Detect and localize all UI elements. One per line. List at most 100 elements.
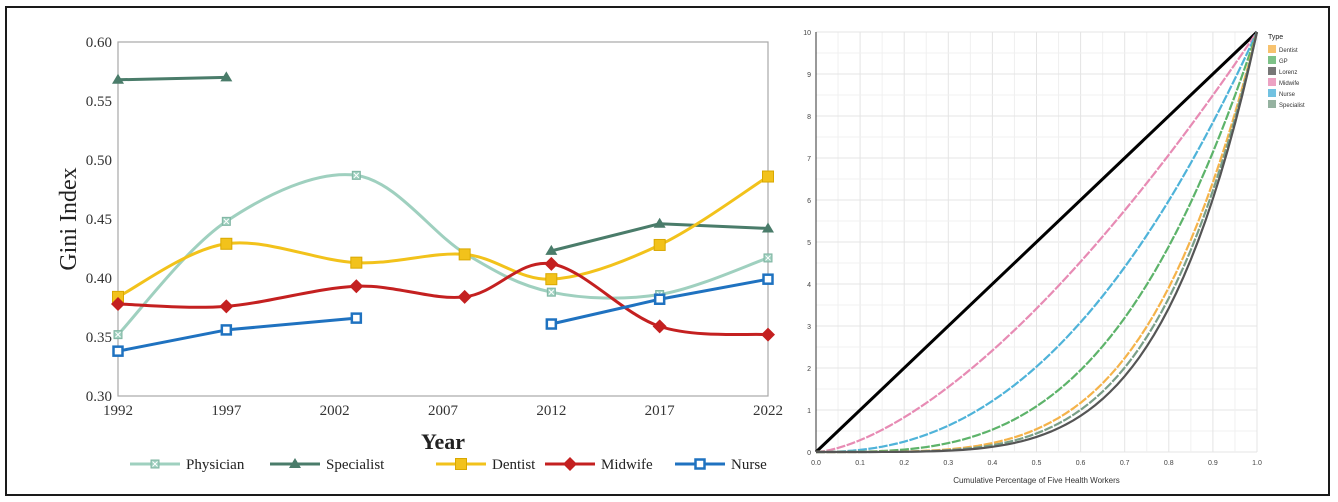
legend-label: Specialist [326, 457, 385, 473]
data-point-physician-cross [223, 218, 230, 225]
y-tick-label: 0.30 [86, 389, 112, 405]
legend-item-nurse: Nurse [675, 457, 767, 473]
legend-title: Type [1268, 34, 1283, 41]
legend-swatch [1268, 45, 1276, 53]
data-point-midwife [349, 279, 364, 294]
data-point-midwife [219, 299, 234, 314]
y-tick-label: 5 [807, 240, 811, 247]
legend-label: GP [1279, 59, 1288, 65]
data-point-nurse [112, 345, 124, 357]
x-tick-label: 2022 [753, 403, 783, 419]
x-tick-label: 1997 [211, 403, 242, 419]
y-tick-label: 0.35 [86, 330, 112, 346]
legend-item-lorenz: Lorenz [1268, 67, 1297, 76]
data-point-physician-cross [353, 172, 360, 179]
legend-marker-cross [152, 461, 158, 467]
data-point-nurse [545, 318, 558, 330]
y-tick-label: 0.50 [86, 153, 112, 169]
legend-item-specialist: Specialist [1268, 100, 1305, 109]
series-dentist [112, 170, 774, 303]
legend-item-midwife: Midwife [1268, 78, 1300, 87]
x-tick-label: 2017 [645, 403, 676, 419]
legend-item-nurse: Nurse [1268, 89, 1296, 98]
x-tick-label: 0.3 [943, 460, 953, 467]
legend-label: Lorenz [1279, 70, 1297, 76]
data-point-nurse [350, 312, 363, 324]
x-axis-title: Year [421, 429, 465, 454]
data-point-midwife [544, 256, 559, 271]
data-point-specialist [653, 217, 666, 228]
data-point-midwife [652, 319, 667, 334]
data-point-nurse [653, 293, 666, 305]
x-tick-label: 0.7 [1120, 460, 1130, 467]
series-line-specialist [117, 75, 227, 82]
series-midwife [111, 256, 775, 342]
data-point-dentist [458, 248, 471, 261]
y-tick-label: 4 [807, 282, 811, 289]
y-tick-label: 6 [807, 198, 811, 205]
x-tick-label: 2002 [320, 403, 350, 419]
y-tick-label: 0.45 [86, 212, 112, 228]
legend-marker [563, 457, 577, 471]
legend-swatch [1268, 67, 1276, 75]
data-point-nurse [220, 324, 233, 336]
legend-swatch [1268, 100, 1276, 108]
lorenz-curve-midwife [815, 31, 1258, 454]
data-point-dentist [220, 237, 233, 250]
data-point-specialist [762, 222, 774, 233]
y-tick-label: 9 [807, 72, 811, 79]
data-point-dentist [653, 238, 666, 251]
data-point-dentist [545, 273, 558, 286]
x-tick-label: 1.0 [1252, 460, 1262, 467]
equality-line [814, 30, 1259, 454]
y-tick-label: 7 [807, 156, 811, 163]
x-tick-label: 2007 [428, 403, 459, 419]
legend-label: Dentist [1279, 48, 1298, 54]
lorenz-curve-gp [816, 31, 1259, 454]
data-point-physician-cross [115, 331, 121, 338]
y-tick-label: 2 [807, 366, 811, 373]
lorenz-curve-lorenz [816, 31, 1259, 454]
y-tick-label: 8 [807, 114, 811, 121]
legend-item-midwife: Midwife [545, 457, 653, 473]
legend-label: Dentist [492, 457, 536, 473]
x-tick-label: 1992 [103, 403, 133, 419]
legend-label: Nurse [1279, 92, 1296, 98]
legend-label: Specialist [1279, 103, 1305, 109]
x-tick-label: 0.1 [855, 460, 865, 467]
data-point-dentist [762, 170, 774, 183]
y-tick-label: 0 [807, 450, 811, 457]
y-tick-label: 1 [807, 408, 811, 415]
plot-area [117, 41, 769, 397]
data-point-midwife [457, 289, 472, 304]
x-tick-label: 0.0 [811, 460, 821, 467]
data-point-specialist [112, 73, 124, 84]
legend-label: Physician [186, 457, 245, 473]
data-point-nurse [762, 273, 774, 285]
y-tick-label: 3 [807, 324, 811, 331]
data-point-dentist [350, 256, 363, 269]
x-tick-label: 0.5 [1032, 460, 1042, 467]
y-axis-title: Gini Index [56, 167, 82, 270]
legend-item-dentist: Dentist [1268, 45, 1298, 54]
x-tick-label: 0.6 [1076, 460, 1086, 467]
legend-item-physician: Physician [130, 457, 245, 473]
x-tick-label: 0.9 [1208, 460, 1218, 467]
legend-label: Nurse [731, 457, 767, 473]
y-tick-label: 10 [803, 30, 811, 37]
x-axis-title: Cumulative Percentage of Five Health Wor… [953, 476, 1120, 485]
legend-marker [289, 458, 301, 468]
legend-item-specialist: Specialist [270, 457, 385, 473]
x-tick-label: 0.4 [988, 460, 998, 467]
legend-item-dentist: Dentist [436, 457, 536, 473]
legend-label: Midwife [1279, 81, 1300, 87]
legend-swatch [1268, 78, 1276, 86]
x-tick-label: 0.2 [899, 460, 909, 467]
legend-marker [694, 458, 706, 470]
data-point-specialist [220, 71, 233, 82]
lorenz-curve-nurse [815, 31, 1258, 454]
data-point-physician-cross [765, 255, 771, 261]
legend-label: Midwife [601, 457, 653, 473]
